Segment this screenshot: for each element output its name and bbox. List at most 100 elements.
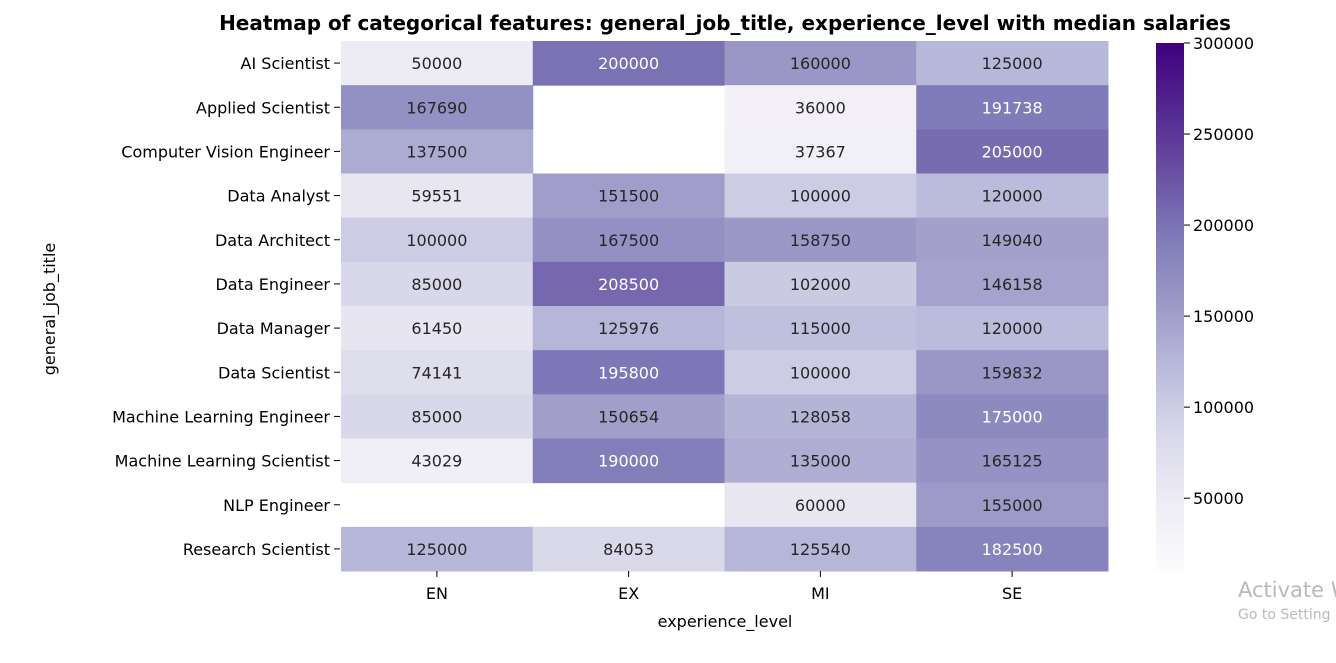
y-tick-label: Data Manager	[217, 319, 331, 338]
heatmap-cell	[916, 306, 1109, 351]
heatmap-cell	[916, 173, 1109, 219]
cell-value-label: 43029	[411, 452, 462, 471]
y-tick-label: Data Scientist	[218, 363, 330, 382]
x-tick-label: EX	[618, 584, 639, 603]
heatmap-cell	[532, 173, 725, 219]
colorbar-tick-label: 200000	[1193, 216, 1254, 235]
heatmap-cell	[724, 173, 917, 219]
cell-value-label: 85000	[411, 407, 462, 426]
heatmap-cell	[724, 85, 917, 130]
heatmap-cell	[724, 482, 917, 528]
cell-value-label: 167690	[406, 98, 467, 117]
heatmap-cell	[341, 173, 534, 219]
cell-value-label: 151500	[598, 187, 659, 206]
colorbar-ticks: 50000 100000 150000 200000 250000 300000	[1184, 34, 1254, 508]
heatmap-cell	[532, 41, 725, 86]
colorbar-tick-label: 300000	[1193, 34, 1254, 53]
cell-value-label: 125000	[406, 540, 467, 559]
cell-value-label: 85000	[411, 275, 462, 294]
heatmap-cell	[341, 129, 534, 174]
heatmap-cell	[532, 350, 725, 395]
heatmap-cell	[532, 261, 725, 307]
heatmap-cell	[916, 482, 1109, 528]
heatmap-cell	[532, 438, 725, 484]
colorbar-tick-label: 50000	[1193, 489, 1244, 508]
heatmap-cell	[532, 526, 725, 572]
heatmap-cell	[341, 41, 534, 86]
heatmap-cell	[341, 350, 534, 395]
cell-value-label: 200000	[598, 54, 659, 73]
cell-value-label: 159832	[982, 363, 1043, 382]
heatmap-cell	[341, 217, 534, 263]
cell-value-label: 50000	[411, 54, 462, 73]
cell-value-label: 125540	[790, 540, 851, 559]
cell-value-label: 115000	[790, 319, 851, 338]
cell-value-label: 149040	[982, 231, 1043, 250]
heatmap-cell	[916, 350, 1109, 395]
heatmap-cell	[724, 350, 917, 395]
heatmap-cell	[916, 85, 1109, 130]
colorbar	[1156, 43, 1184, 571]
cell-value-label: 61450	[411, 319, 462, 338]
cell-value-label: 84053	[603, 540, 654, 559]
x-axis-label: experience_level	[658, 612, 793, 632]
cell-value-label: 190000	[598, 452, 659, 471]
heatmap-cell	[724, 306, 917, 351]
cell-value-label: 100000	[790, 187, 851, 206]
cell-value-label: 125976	[598, 319, 659, 338]
x-tick-label: EN	[426, 584, 448, 603]
cell-value-label: 195800	[598, 363, 659, 382]
cell-value-label: 182500	[982, 540, 1043, 559]
heatmap-cell	[916, 217, 1109, 263]
heatmap-cell	[341, 526, 534, 572]
heatmap-cell	[916, 261, 1109, 307]
heatmap-cell	[724, 394, 917, 439]
cell-value-label: 37367	[795, 142, 846, 161]
cell-value-label: 146158	[982, 275, 1043, 294]
heatmap-cell	[724, 438, 917, 484]
heatmap-cell	[532, 217, 725, 263]
cell-value-label: 36000	[795, 98, 846, 117]
heatmap-cells: 50000 200000 160000 125000 167690 36000 191738…	[341, 41, 1109, 572]
y-tick-label: Applied Scientist	[196, 98, 330, 117]
heatmap-cell	[916, 41, 1109, 86]
heatmap-cell	[341, 394, 534, 439]
x-tick-label: SE	[1002, 584, 1022, 603]
y-tick-label: AI Scientist	[241, 54, 330, 73]
y-tick-label: Data Engineer	[215, 275, 330, 294]
cell-value-label: 175000	[982, 407, 1043, 426]
heatmap-cell	[724, 526, 917, 572]
watermark-line-2: Go to Setting	[1238, 607, 1331, 623]
heatmap-cell	[916, 438, 1109, 484]
heatmap-cell	[341, 306, 534, 351]
cell-value-label: 102000	[790, 275, 851, 294]
y-tick-label: Research Scientist	[183, 540, 330, 559]
heatmap-cell	[916, 394, 1109, 439]
cell-value-label: 158750	[790, 231, 851, 250]
watermark-line-1: Activate W	[1238, 578, 1336, 602]
heatmap-cell	[532, 306, 725, 351]
y-tick-labels: AI Scientist Applied Scientist Computer Vi…	[112, 54, 340, 559]
cell-value-label: 100000	[790, 363, 851, 382]
heatmap-cell	[341, 438, 534, 484]
x-tick-label: MI	[811, 584, 830, 603]
cell-value-label: 205000	[982, 142, 1043, 161]
y-tick-label: Machine Learning Engineer	[112, 407, 330, 426]
activate-windows-watermark: Activate W Go to Setting	[1238, 576, 1336, 626]
cell-value-label: 128058	[790, 407, 851, 426]
cell-value-label: 135000	[790, 452, 851, 471]
cell-value-label: 125000	[982, 54, 1043, 73]
colorbar-tick-label: 250000	[1193, 125, 1254, 144]
heatmap-cell	[532, 394, 725, 439]
cell-value-label: 191738	[982, 98, 1043, 117]
cell-value-label: 167500	[598, 231, 659, 250]
colorbar-tick-label: 100000	[1193, 398, 1254, 417]
heatmap-cell	[916, 526, 1109, 572]
x-tick-labels: EN EX MI SE	[426, 571, 1022, 603]
heatmap-cell	[916, 129, 1109, 174]
cell-value-label: 60000	[795, 496, 846, 515]
y-axis-label: general_job_title	[40, 243, 60, 375]
heatmap-cell	[724, 261, 917, 307]
y-tick-label: Computer Vision Engineer	[121, 142, 330, 161]
